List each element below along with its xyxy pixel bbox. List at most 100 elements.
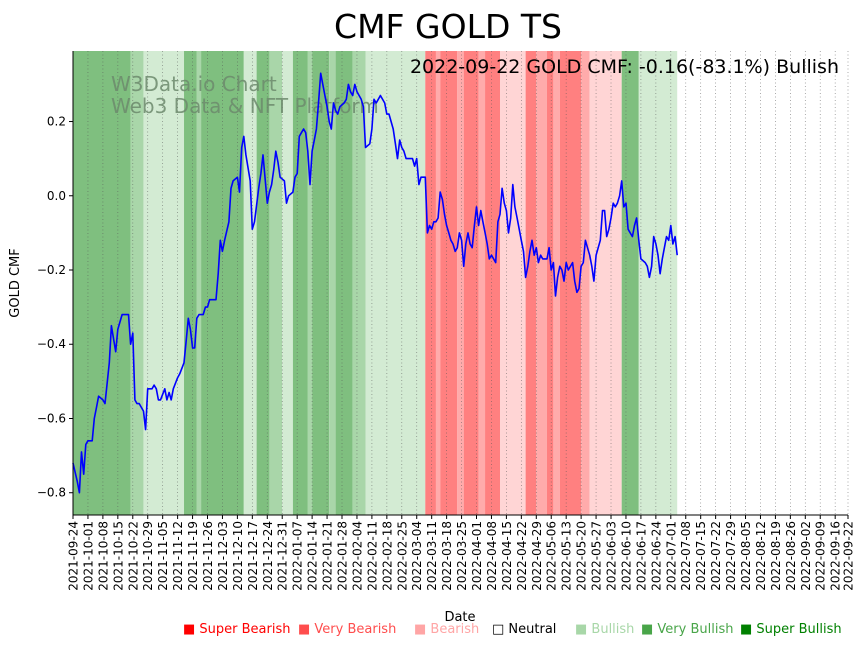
- regime-band-bearish: [435, 51, 441, 515]
- legend-item: ■ Super Bullish: [740, 622, 842, 637]
- x-tick-label: 2022-02-11: [365, 521, 379, 591]
- regime-band-bearish: [478, 51, 486, 515]
- x-tick-label: 2022-06-10: [619, 521, 633, 591]
- regime-band-bearish: [536, 51, 547, 515]
- x-tick-label: 2022-01-21: [321, 521, 335, 591]
- series-line: [72, 72, 678, 494]
- x-tick-label: 2022-02-04: [350, 521, 364, 591]
- x-tick-label: 2022-04-22: [515, 521, 529, 591]
- x-tick-label: 2022-03-25: [455, 521, 469, 591]
- watermark-line-2: Web3 Data & NFT Platform: [111, 94, 379, 118]
- x-tick-label: 2022-06-03: [605, 521, 619, 591]
- regime-band-very-bullish: [292, 51, 308, 515]
- y-tick-label: 0.2: [47, 115, 66, 129]
- x-tick-label: 2022-05-27: [590, 521, 604, 591]
- x-tick-label: 2022-04-15: [500, 521, 514, 591]
- x-tick-label: 2021-11-26: [201, 521, 215, 591]
- x-tick-label: 2021-11-19: [186, 521, 200, 591]
- x-tick-label: 2022-05-20: [575, 521, 589, 591]
- y-tick-label: −0.2: [37, 263, 66, 277]
- x-tick-label: 2022-09-22: [842, 521, 856, 591]
- x-tick-label: 2021-12-24: [261, 521, 275, 591]
- regime-band-very-bearish: [463, 51, 479, 515]
- regime-band-bullish: [196, 51, 202, 515]
- regime-band-very-bullish: [184, 51, 197, 515]
- regime-band-bullish: [130, 51, 144, 515]
- x-tick-label: 2022-09-09: [814, 521, 828, 591]
- x-tick-label: 2021-10-29: [141, 521, 155, 591]
- x-tick-label: 2021-10-08: [96, 521, 110, 591]
- x-tick-label: 2021-10-15: [111, 521, 125, 591]
- x-tick-label: 2022-06-17: [634, 521, 648, 591]
- x-tick-label: 2021-12-03: [216, 521, 230, 591]
- x-tick-label: 2022-01-07: [291, 521, 305, 591]
- regime-band-bullish: [352, 51, 366, 515]
- regime-band-very-bearish: [525, 51, 537, 515]
- x-ticks: 2021-09-24 2021-10-01 2021-10-08 2021-10-15…: [67, 515, 856, 591]
- regime-band-bullish: [307, 51, 313, 515]
- x-tick-label: 2021-11-12: [171, 521, 185, 591]
- y-tick-label: −0.4: [37, 337, 66, 351]
- x-tick-label: 2022-08-12: [754, 521, 768, 591]
- chart-title: CMF GOLD TS: [334, 7, 562, 46]
- regime-bands: [73, 51, 678, 515]
- regime-band-very-bullish: [312, 51, 330, 515]
- x-tick-label: 2022-04-29: [530, 521, 544, 591]
- regime-band-bullish-light: [143, 51, 185, 515]
- x-tick-label: 2022-01-14: [306, 521, 320, 591]
- y-axis-label: GOLD CMF: [8, 248, 23, 317]
- regime-band-very-bearish: [485, 51, 500, 515]
- regime-band-bullish: [269, 51, 283, 515]
- regime-band-very-bearish: [440, 51, 458, 515]
- x-tick-label: 2022-03-18: [440, 521, 454, 591]
- regime-band-bullish-light: [243, 51, 257, 515]
- y-ticks: −0.8 −0.6 −0.4 −0.2 0.0 0.2: [37, 115, 73, 500]
- x-tick-label: 2022-09-02: [799, 521, 813, 591]
- regime-band-bearish: [581, 51, 590, 515]
- regime-band-very-bullish: [335, 51, 353, 515]
- regime-band-bearish-light: [589, 51, 622, 515]
- x-tick-label: 2021-12-31: [276, 521, 290, 591]
- x-tick-label: 2022-01-28: [336, 521, 350, 591]
- x-tick-label: 2022-02-25: [395, 521, 409, 591]
- regime-band-very-bullish: [621, 51, 639, 515]
- x-tick-label: 2021-10-01: [81, 521, 95, 591]
- x-tick-label: 2021-10-22: [126, 521, 140, 591]
- x-tick-label: 2022-07-15: [694, 521, 708, 591]
- x-tick-label: 2022-02-18: [380, 521, 394, 591]
- x-tick-label: 2021-11-05: [156, 521, 170, 591]
- watermark-line-1: W3Data.io Chart: [111, 72, 277, 96]
- y-tick-label: −0.6: [37, 411, 66, 425]
- x-tick-label: 2022-06-24: [649, 521, 663, 591]
- x-tick-label: 2021-12-10: [231, 521, 245, 591]
- y-tick-label: 0.0: [47, 189, 66, 203]
- x-axis-label: Date: [444, 610, 475, 625]
- y-tick-label: −0.8: [37, 486, 66, 500]
- regime-band-very-bearish: [425, 51, 436, 515]
- regime-band-bullish-light: [638, 51, 678, 515]
- x-tick-label: 2022-07-29: [724, 521, 738, 591]
- x-tick-label: 2021-12-17: [246, 521, 260, 591]
- x-tick-label: 2022-03-04: [410, 521, 424, 591]
- regime-band-bullish-light: [282, 51, 293, 515]
- legend-item: ■ Bearish: [414, 622, 479, 637]
- x-tick-label: 2022-07-01: [664, 521, 678, 591]
- x-tick-label: 2022-03-11: [425, 521, 439, 591]
- x-tick-label: 2022-09-16: [829, 521, 843, 591]
- regime-band-bearish-light: [499, 51, 526, 515]
- regime-band-very-bearish: [559, 51, 582, 515]
- legend-item: ■ Super Bearish: [183, 622, 291, 637]
- regime-band-bullish: [329, 51, 336, 515]
- x-tick-label: 2022-05-06: [545, 521, 559, 591]
- x-tick-label: 2022-07-08: [679, 521, 693, 591]
- regime-band-bearish: [457, 51, 464, 515]
- regime-band-very-bullish: [73, 51, 131, 515]
- x-tick-label: 2022-08-26: [784, 521, 798, 591]
- x-tick-label: 2022-08-05: [739, 521, 753, 591]
- regime-band-bullish-light: [365, 51, 426, 515]
- x-tick-label: 2022-07-22: [709, 521, 723, 591]
- legend-item: ■ Very Bearish: [298, 622, 396, 637]
- legend-item: □ Neutral: [492, 622, 556, 637]
- x-tick-label: 2021-09-24: [67, 521, 81, 591]
